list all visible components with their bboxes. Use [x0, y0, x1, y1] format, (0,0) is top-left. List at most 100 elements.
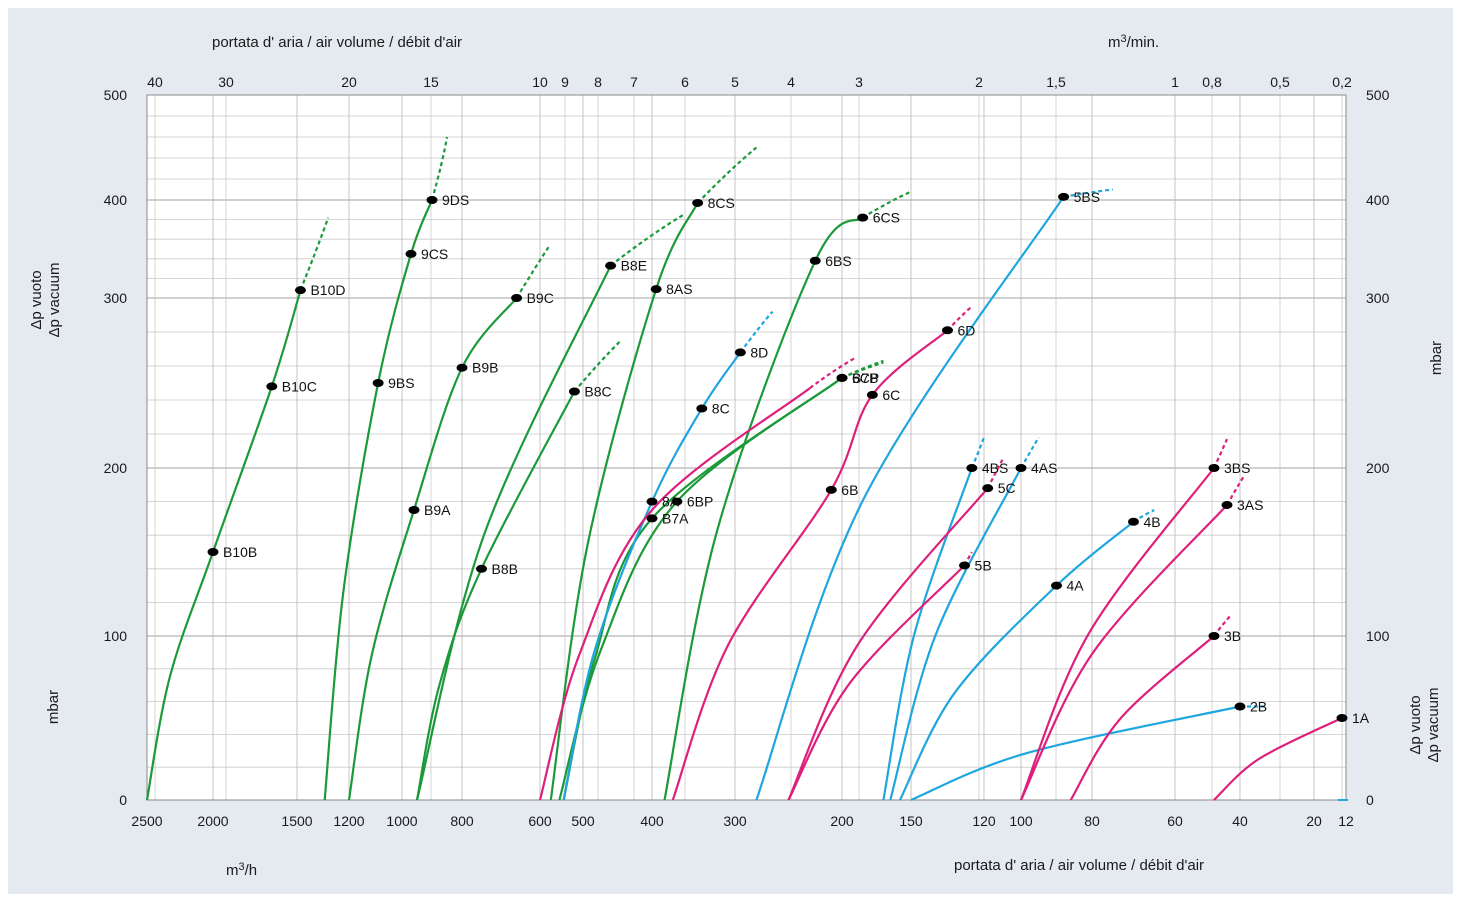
curve-B10-dashed — [299, 217, 330, 291]
y-tick-label-right: 500 — [1366, 87, 1390, 103]
x-tick-label-bottom: 500 — [571, 813, 595, 829]
x-tick-label-bottom: 200 — [830, 813, 854, 829]
point-label-6CP: 6CP — [852, 370, 879, 386]
y-tick-label-right: 0 — [1366, 792, 1374, 808]
point-3AS — [1221, 500, 1233, 509]
curve-6BX-dashed — [809, 356, 857, 389]
x-tick-label-top: 0,2 — [1332, 74, 1352, 90]
y-tick-label-right: 200 — [1366, 460, 1390, 476]
point-label-B7B: B7B — [852, 370, 878, 386]
point-label-8A: 8A — [662, 494, 680, 510]
point-8AS — [650, 285, 662, 294]
point-1A — [1336, 714, 1348, 722]
x-tick-label-bottom: 120 — [972, 813, 996, 829]
curve-B8 — [415, 390, 576, 801]
point-B9C — [511, 294, 523, 302]
curve-6S-dashed — [862, 190, 912, 219]
point-label-8D: 8D — [750, 344, 768, 360]
point-B8C — [568, 387, 580, 396]
point-label-B9B: B9B — [472, 360, 498, 376]
point-8C — [696, 404, 708, 413]
left-label-line2: Δp vacuum — [46, 262, 63, 337]
point-5BS — [1058, 192, 1070, 201]
x-tick-label-top: 8 — [594, 74, 602, 90]
y-tick-label-right: 400 — [1366, 192, 1390, 208]
plot-frame — [146, 94, 1347, 801]
y-tick-label-left: 200 — [104, 460, 128, 476]
y-tick-label-left: 400 — [104, 192, 128, 208]
plot-area — [147, 95, 1346, 800]
x-tick-label-bottom: 2500 — [131, 813, 162, 829]
point-8D — [734, 348, 746, 357]
x-tick-label-top: 0,5 — [1270, 74, 1290, 90]
point-label-9BS: 9BS — [388, 375, 414, 391]
curve-1A — [1213, 717, 1343, 801]
left-unit: mbar — [45, 690, 62, 724]
point-6CS — [857, 213, 869, 222]
y-tick-label-left: 0 — [119, 792, 127, 808]
point-B10D — [294, 286, 306, 295]
x-tick-label-top: 15 — [423, 74, 439, 90]
point-label-9DS: 9DS — [442, 192, 469, 208]
point-2B — [1234, 702, 1246, 711]
curve-B8E — [415, 265, 612, 801]
x-tick-label-bottom: 150 — [899, 813, 923, 829]
point-label-B10B: B10B — [223, 544, 257, 560]
point-8CS — [692, 198, 704, 207]
point-label-4B: 4B — [1144, 514, 1161, 530]
point-label-B7A: B7A — [662, 510, 689, 526]
point-B7A — [646, 514, 658, 523]
x-tick-label-bottom: 100 — [1009, 813, 1033, 829]
right-label-line2: Δp vacuum — [1425, 687, 1442, 762]
x-tick-label-top: 2 — [975, 74, 983, 90]
x-tick-label-top: 7 — [630, 74, 638, 90]
point-label-B10D: B10D — [310, 282, 345, 298]
point-label-B8C: B8C — [584, 384, 611, 400]
point-5C — [982, 484, 994, 493]
point-label-6BP: 6BP — [687, 494, 713, 510]
x-tick-label-top: 5 — [731, 74, 739, 90]
y-tick-label-left: 500 — [104, 87, 128, 103]
point-label-6C: 6C — [882, 387, 900, 403]
x-tick-label-top: 20 — [341, 74, 357, 90]
x-tick-label-bottom: 400 — [640, 813, 664, 829]
point-8A — [646, 497, 658, 506]
point-6D — [942, 326, 953, 335]
right-label-line1: Δp vuoto — [1407, 695, 1424, 754]
point-label-B8E: B8E — [621, 258, 647, 274]
x-tick-label-bottom: 2000 — [197, 813, 228, 829]
y-tick-label-right: 100 — [1366, 628, 1390, 644]
x-tick-label-bottom: 300 — [723, 813, 747, 829]
point-9DS — [426, 196, 438, 204]
bottom-axis-title: portata d' aria / air volume / débit d'a… — [954, 857, 1204, 874]
curve-3AS — [1020, 504, 1228, 801]
point-4B — [1128, 517, 1139, 526]
point-label-6B: 6B — [841, 482, 858, 498]
curve-B9 — [347, 297, 518, 801]
point-label-6D: 6D — [958, 322, 976, 338]
point-9CS — [405, 249, 417, 258]
point-4A — [1051, 581, 1062, 590]
x-tick-label-bottom: 600 — [528, 813, 552, 829]
point-label-5C: 5C — [998, 480, 1016, 496]
curve-B8-dashed — [573, 339, 622, 393]
curve-2B — [910, 705, 1241, 802]
y-tick-label-left: 100 — [104, 628, 128, 644]
x-tick-label-bottom: 60 — [1167, 813, 1183, 829]
curve-4 — [899, 520, 1135, 801]
x-tick-label-top: 40 — [147, 74, 163, 90]
points: B10B B10C B10D 9BS 9CS 9DS B9A B9B B9C B8B B8C B8E 8… — [207, 189, 1370, 726]
top-axis-title: portata d' aria / air volume / débit d'a… — [212, 34, 462, 51]
x-tick-label-bottom: 1500 — [281, 813, 312, 829]
point-label-1A: 1A — [1352, 710, 1370, 726]
point-label-B10C: B10C — [282, 378, 317, 394]
grid — [146, 94, 1347, 801]
curve-6 — [671, 329, 949, 801]
x-tick-label-top: 10 — [532, 74, 548, 90]
point-label-3AS: 3AS — [1237, 497, 1263, 513]
bottom-axis-unit: m3/h — [226, 861, 257, 879]
point-label-B9C: B9C — [527, 290, 554, 306]
curve-4AS — [889, 467, 1022, 801]
point-label-B9A: B9A — [424, 502, 451, 518]
x-tick-label-top: 30 — [218, 74, 234, 90]
